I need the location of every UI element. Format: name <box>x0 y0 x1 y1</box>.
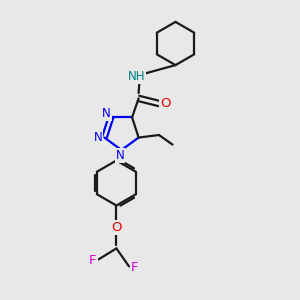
Text: N: N <box>116 149 124 162</box>
Text: N: N <box>93 131 102 144</box>
Text: O: O <box>111 221 122 234</box>
Text: F: F <box>130 261 138 274</box>
Text: N: N <box>102 107 111 120</box>
Text: F: F <box>89 254 97 268</box>
Text: O: O <box>160 97 171 110</box>
Text: NH: NH <box>128 70 145 83</box>
